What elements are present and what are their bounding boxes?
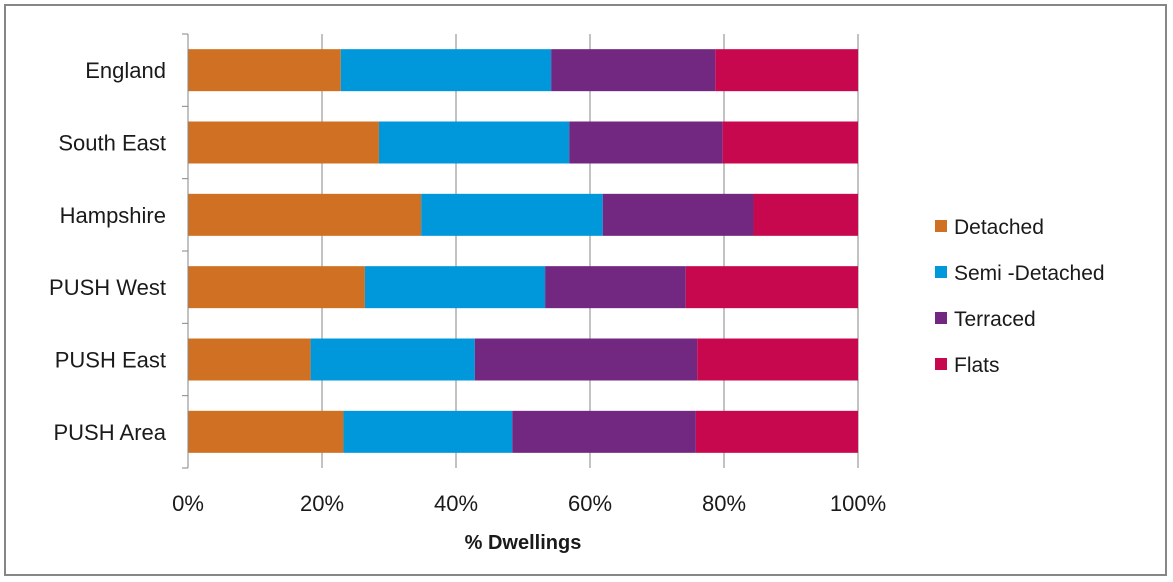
category-label: Hampshire [60,203,166,228]
bar-detached [188,193,422,236]
bar-flats [715,49,858,92]
bar-terraced [545,266,686,309]
bar-flats [722,121,858,164]
bar-semi-detached [343,410,513,453]
legend-swatch [935,220,947,232]
legend-swatch [935,358,947,370]
bar-terraced [569,121,723,164]
bar-detached [188,266,365,309]
x-tick-label: 80% [702,491,746,516]
bar-terraced [512,410,696,453]
category-label: PUSH West [49,275,166,300]
bar-flats [685,266,858,309]
category-label: PUSH East [55,348,166,373]
legend-swatch [935,266,947,278]
tick-labels: 0% 20% 40% 60% 80% 100% [172,491,886,516]
legend-label: Semi -Detached [954,262,1105,285]
category-label: South East [58,131,166,156]
bar-detached [188,338,311,381]
x-tick-label: 100% [830,491,886,516]
x-tick-label: 0% [172,491,204,516]
bar-terraced [602,193,754,236]
bar-semi-detached [340,49,552,92]
x-tick-label: 60% [568,491,612,516]
bar-flats [753,193,858,236]
bar-detached [188,49,341,92]
x-tick-label: 40% [434,491,478,516]
bar-detached [188,410,344,453]
bar-terraced [551,49,716,92]
bar-semi-detached [421,193,603,236]
axes [182,33,189,469]
legend-label: Flats [954,354,1000,377]
bar-flats [695,410,858,453]
category-label: England [85,58,166,83]
bar-terraced [474,338,698,381]
x-tick-label: 20% [300,491,344,516]
category-labels: England South East Hampshire PUSH West PUSH … [49,58,167,445]
legend-swatch [935,312,947,324]
gridlines [321,34,859,468]
bar-semi-detached [364,266,546,309]
bar-detached [188,121,379,164]
bar-flats [697,338,858,381]
legend-label: Detached [954,216,1044,239]
bar-stack-group [188,49,858,453]
bar-semi-detached [310,338,475,381]
category-label: PUSH Area [54,420,167,445]
legend-label: Terraced [954,308,1036,331]
legend: Detached Semi -Detached Terraced Flats [935,216,1105,377]
x-axis-title: % Dwellings [465,532,582,554]
bar-semi-detached [378,121,570,164]
